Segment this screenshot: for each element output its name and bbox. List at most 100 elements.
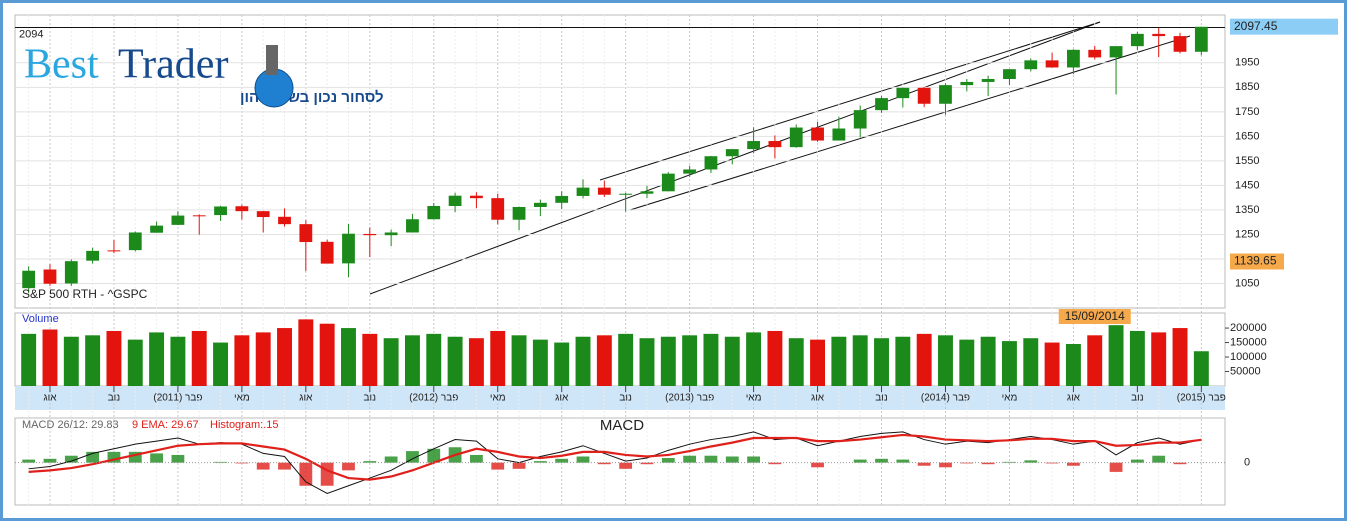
histogram-bar bbox=[555, 458, 569, 463]
volume-bar bbox=[490, 330, 506, 386]
last-price-label: 2097.45 bbox=[1234, 19, 1278, 33]
x-tick-label: נוב bbox=[108, 393, 121, 404]
candle-body bbox=[725, 149, 739, 157]
volume-bar bbox=[916, 333, 932, 386]
cursor-price-box bbox=[1230, 253, 1284, 270]
x-tick-label: נוב bbox=[619, 393, 632, 404]
histogram-bar bbox=[811, 462, 824, 468]
volume-bar bbox=[639, 338, 655, 386]
x-tick-label: אוג bbox=[43, 393, 57, 404]
candle-body bbox=[811, 127, 824, 141]
volume-bar bbox=[660, 336, 676, 386]
candle-body bbox=[1088, 49, 1102, 58]
logo-trader: Trader bbox=[118, 42, 228, 88]
candle-body bbox=[448, 195, 462, 207]
x-tick-label: נוב bbox=[364, 393, 377, 404]
histogram-bar bbox=[1067, 462, 1080, 466]
cursor-date-box bbox=[1058, 309, 1131, 324]
y-tick-label: 1650 bbox=[1235, 130, 1259, 142]
histogram-bar bbox=[43, 458, 57, 463]
candle-body bbox=[235, 206, 249, 212]
candle-body bbox=[491, 198, 505, 220]
candle-body bbox=[1045, 60, 1059, 68]
histogram-bar bbox=[107, 451, 121, 463]
volume-bar bbox=[852, 335, 868, 386]
histogram-bar bbox=[619, 462, 633, 469]
x-tick-label: פבר (2012) bbox=[409, 393, 458, 404]
volume-bar bbox=[874, 338, 889, 386]
x-tick-label: אוג bbox=[555, 393, 569, 404]
volume-bar bbox=[788, 338, 804, 386]
signal-line bbox=[28, 433, 1202, 481]
candle-body bbox=[1194, 26, 1208, 52]
volume-bar bbox=[191, 330, 207, 386]
candle-body bbox=[342, 233, 355, 264]
volume-bar bbox=[1108, 325, 1124, 386]
volume-bar bbox=[127, 339, 143, 386]
x-tick-label: מאי bbox=[234, 393, 250, 404]
candle-body bbox=[256, 211, 270, 218]
histogram-bar bbox=[384, 456, 398, 463]
volume-bar bbox=[767, 330, 783, 386]
candle-body bbox=[107, 250, 121, 252]
y-tick-label: 50000 bbox=[1230, 365, 1261, 377]
candle-body bbox=[1152, 33, 1166, 37]
volume-bar bbox=[1193, 351, 1209, 386]
candle-body bbox=[128, 232, 142, 251]
histogram-bar bbox=[939, 462, 952, 468]
candle-body bbox=[171, 215, 185, 225]
volume-bar bbox=[1023, 338, 1039, 386]
volume-bar bbox=[959, 339, 975, 386]
x-tick-label: פבר (2014) bbox=[921, 393, 970, 404]
histogram-bar bbox=[86, 451, 100, 463]
histogram-bar bbox=[150, 453, 163, 463]
volume-bar bbox=[63, 336, 79, 386]
candle-body bbox=[192, 215, 206, 217]
candle-body bbox=[875, 98, 888, 111]
candle-body bbox=[683, 169, 697, 174]
macd-title: MACD bbox=[600, 417, 644, 434]
volume-bar bbox=[255, 332, 271, 386]
volume-bar bbox=[618, 333, 634, 386]
candle-body bbox=[64, 261, 78, 284]
volume-bar bbox=[383, 338, 399, 386]
histogram-bar bbox=[1152, 455, 1166, 463]
y-tick-label: 1850 bbox=[1235, 81, 1259, 93]
logo-figure bbox=[266, 45, 278, 75]
candle-body bbox=[1109, 46, 1123, 58]
candle-body bbox=[406, 219, 419, 233]
y-tick-label: 1450 bbox=[1235, 179, 1259, 191]
volume-bar bbox=[447, 336, 463, 386]
volume-bar bbox=[554, 342, 570, 386]
histogram-bar bbox=[64, 455, 78, 463]
volume-bar bbox=[362, 333, 378, 386]
volume-bar bbox=[298, 319, 314, 386]
candle-body bbox=[939, 85, 952, 104]
candle-body bbox=[1130, 33, 1144, 47]
cursor-date: 15/09/2014 bbox=[1065, 309, 1125, 323]
candle-body bbox=[832, 128, 846, 141]
volume-bar bbox=[810, 339, 826, 386]
x-tick-label: אוג bbox=[299, 393, 313, 404]
volume-bar bbox=[1087, 335, 1103, 386]
x-tick-label: מאי bbox=[1002, 393, 1018, 404]
macd-legend: MACD 26/12: 29.83 bbox=[22, 419, 119, 431]
histogram-bar bbox=[576, 456, 590, 463]
candle-body bbox=[768, 141, 782, 148]
histogram-bar bbox=[320, 462, 334, 486]
candle-body bbox=[747, 141, 760, 150]
volume-bar bbox=[404, 335, 420, 386]
histogram-bar bbox=[171, 454, 185, 463]
candle-body bbox=[427, 206, 441, 220]
candle-body bbox=[789, 127, 803, 148]
candle-body bbox=[299, 224, 313, 243]
histogram-bar bbox=[597, 462, 611, 465]
volume-bar bbox=[980, 336, 996, 386]
volume-bar bbox=[703, 333, 719, 386]
histogram-bar bbox=[896, 459, 910, 463]
volume-bar bbox=[1001, 341, 1017, 386]
y-tick-label: 1250 bbox=[1235, 228, 1259, 240]
candle-body bbox=[619, 193, 633, 195]
y-tick-label: 0 bbox=[1244, 457, 1250, 469]
